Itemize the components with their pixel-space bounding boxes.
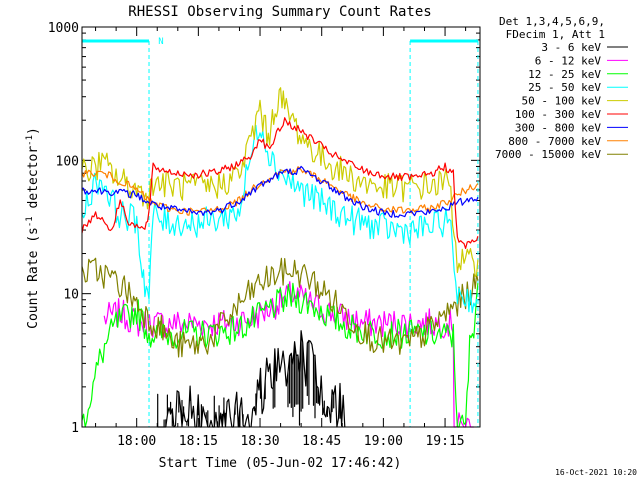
- legend-label: 7000 - 15000 keV: [495, 148, 601, 161]
- legend-header-line: Det 1,3,4,5,6,9,: [499, 15, 605, 28]
- chart-title: RHESSI Observing Summary Count Rates: [128, 4, 431, 20]
- series-line-5: [81, 117, 479, 249]
- x-tick-label: 18:00: [117, 434, 156, 449]
- plot-border: [81, 26, 481, 428]
- y-tick-label: 1: [71, 421, 79, 436]
- legend-label: 6 - 12 keV: [535, 54, 602, 67]
- legend-label: 50 - 100 keV: [522, 95, 602, 108]
- legend-label: 800 - 7000 keV: [508, 135, 601, 148]
- series-line-2: [81, 282, 479, 428]
- series-line-1: [103, 281, 474, 428]
- plot-axes: 1 10 100 1000 18:00 18:15 18:30 18:45 19:00 19:15: [48, 21, 480, 449]
- x-tick-label: 18:15: [179, 434, 218, 449]
- legend: Det 1,3,4,5,6,9,FDecim 1, Att 13 - 6 keV…: [495, 15, 628, 161]
- legend-label: 25 - 50 keV: [528, 81, 601, 94]
- series-line-4: [81, 87, 479, 277]
- y-label-part-2: detector: [26, 146, 41, 217]
- x-tick-label: 19:00: [364, 434, 403, 449]
- x-axis-label: Start Time (05-Jun-02 17:46:42): [159, 456, 402, 471]
- y-tick-label: 100: [56, 154, 79, 169]
- legend-header-line: FDecim 1, Att 1: [506, 28, 605, 41]
- legend-label: 300 - 800 keV: [515, 121, 601, 134]
- y-label-sup-1: -1: [25, 216, 35, 227]
- y-tick-label: 10: [63, 288, 79, 303]
- series-line-3: [81, 124, 479, 314]
- series-layer: [81, 87, 479, 428]
- plot-frame: [81, 26, 481, 428]
- y-label-sup-2: -1: [25, 135, 35, 146]
- night-marker-label: N: [158, 37, 163, 47]
- legend-label: 12 - 25 keV: [528, 68, 601, 81]
- series-line-0: [157, 330, 346, 428]
- x-tick-label: 18:45: [302, 434, 341, 449]
- x-tick-label: 18:30: [240, 434, 279, 449]
- y-label-part-1: Count Rate (s: [26, 227, 41, 329]
- footer-date: 16-Oct-2021 10:20: [555, 468, 637, 477]
- y-axis-label: Count Rate (s-1 detector-1): [25, 127, 41, 329]
- y-tick-label: 1000: [48, 21, 79, 36]
- x-tick-label: 19:15: [425, 434, 464, 449]
- series-line-8: [81, 257, 479, 358]
- legend-label: 3 - 6 keV: [541, 41, 601, 54]
- y-label-part-3: ): [26, 127, 41, 135]
- legend-label: 100 - 300 keV: [515, 108, 601, 121]
- series-line-6: [81, 165, 479, 218]
